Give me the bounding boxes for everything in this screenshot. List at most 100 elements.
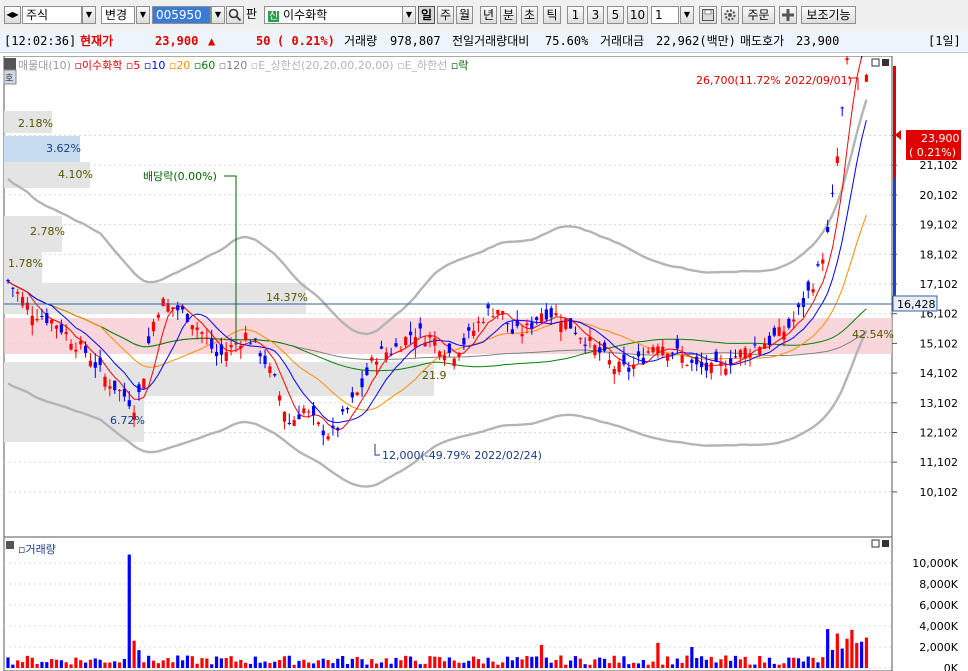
volume-bar xyxy=(457,662,461,668)
minute-3-button[interactable]: 3 xyxy=(587,6,604,24)
period-day-button[interactable]: 일 xyxy=(418,6,435,24)
candle-body xyxy=(282,411,287,422)
volume-bar xyxy=(777,664,781,668)
candle-body xyxy=(782,331,786,340)
candle-body xyxy=(593,345,597,356)
candle-body xyxy=(709,362,713,373)
volume-bar xyxy=(636,663,641,668)
volume-label: 거래량 xyxy=(344,34,378,48)
volume-bar xyxy=(467,660,471,668)
order-button[interactable]: 주문 xyxy=(742,6,775,24)
chart-area[interactable]: 2.18% 3.62% 4.10% 2.78% 1.78% 14.37% 21.… xyxy=(0,56,968,671)
candle-body xyxy=(399,350,403,352)
ask-value: 23,900 xyxy=(796,34,840,48)
volume-bar xyxy=(229,656,233,668)
candle-body xyxy=(108,386,112,389)
panel-maximize-button[interactable] xyxy=(882,59,889,66)
search-button[interactable] xyxy=(226,6,244,24)
volume-bar xyxy=(181,660,185,668)
candle-body xyxy=(64,332,68,335)
period-tick-button[interactable]: 틱 xyxy=(543,6,561,24)
volume-bar xyxy=(214,656,219,668)
change-dropdown-icon[interactable]: ▼ xyxy=(136,6,150,24)
volume-bar xyxy=(767,657,772,668)
volume-bar xyxy=(714,662,718,668)
volume-bar xyxy=(166,657,170,668)
volume-bar xyxy=(525,656,529,668)
volume-bar xyxy=(297,660,301,668)
volume-bar xyxy=(680,662,684,668)
minute-10-button[interactable]: 10 xyxy=(627,6,648,24)
candle-body xyxy=(578,338,582,340)
volume-bar xyxy=(161,660,165,668)
volume-panel-maximize-button[interactable] xyxy=(882,540,889,547)
volume-bar xyxy=(535,656,539,668)
period-year-button[interactable]: 년 xyxy=(480,6,497,24)
candle-body xyxy=(326,436,330,440)
price-tick-label: 20,102 xyxy=(920,189,959,202)
candle-body xyxy=(122,388,126,397)
candle-body xyxy=(248,343,253,345)
panel-icon[interactable] xyxy=(4,58,16,70)
profile-bar xyxy=(4,111,52,133)
volume-bar xyxy=(641,660,645,668)
crosshair-button[interactable] xyxy=(779,6,797,24)
candle-body xyxy=(98,357,102,366)
volume-bar xyxy=(811,657,815,668)
stock-code-input[interactable]: 005950 xyxy=(152,6,211,24)
volume-bar xyxy=(311,663,316,668)
candle-body xyxy=(486,304,490,309)
candle-body xyxy=(467,327,471,331)
candle-body xyxy=(84,345,88,353)
profile-bar xyxy=(4,252,42,284)
candle-body xyxy=(772,327,776,336)
code-dropdown-icon[interactable]: ▼ xyxy=(211,6,225,24)
candle-body xyxy=(549,308,553,318)
period-week-button[interactable]: 주 xyxy=(437,6,454,24)
volume-bar xyxy=(622,656,626,668)
prev-ratio-value: 75.60% xyxy=(545,34,589,48)
candle-body xyxy=(787,318,791,328)
candle-body xyxy=(273,374,277,376)
period-second-button[interactable]: 초 xyxy=(521,6,538,24)
volume-bar xyxy=(850,629,854,668)
market-dropdown-icon[interactable]: ▼ xyxy=(82,6,96,24)
nav-arrows-button[interactable]: ◀▶ xyxy=(4,6,21,24)
volume-bar xyxy=(258,662,262,668)
count-input[interactable]: 1 xyxy=(651,6,679,24)
candle-body xyxy=(350,392,354,398)
candle-body xyxy=(695,356,699,365)
candle-body xyxy=(302,408,306,414)
volume-bar xyxy=(345,664,350,668)
volume-bar xyxy=(554,660,558,668)
panel-minimize-button[interactable] xyxy=(871,58,880,67)
candle-body xyxy=(30,315,34,326)
save-button[interactable] xyxy=(699,6,717,24)
volume-panel-icon[interactable] xyxy=(6,541,14,549)
minute-5-button[interactable]: 5 xyxy=(607,6,624,24)
volume-bar xyxy=(108,662,112,668)
volume-bar xyxy=(690,647,694,668)
period-minute-button[interactable]: 분 xyxy=(500,6,517,24)
stock-name-dropdown-icon[interactable]: ▼ xyxy=(402,6,416,24)
volume-panel[interactable] xyxy=(3,536,893,671)
volume-bar xyxy=(864,637,869,668)
stock-name-field[interactable]: 신 이수화학 xyxy=(264,6,414,24)
candle-body xyxy=(166,303,170,312)
volume-panel-minimize-button[interactable] xyxy=(871,539,880,548)
settings-button[interactable] xyxy=(721,6,739,24)
minute-1-button[interactable]: 1 xyxy=(567,6,584,24)
candle-body xyxy=(379,346,384,349)
market-select[interactable]: 주식 xyxy=(22,6,82,24)
period-month-button[interactable]: 월 xyxy=(456,6,473,24)
volume-bar xyxy=(442,661,447,668)
candle-body xyxy=(355,392,359,395)
candle-body xyxy=(45,313,49,324)
candle-body xyxy=(69,343,73,350)
change-select[interactable]: 변경 xyxy=(101,6,135,24)
mode-toggle[interactable] xyxy=(3,69,17,85)
ma20-line xyxy=(7,214,867,411)
aux-function-button[interactable]: 보조기능 xyxy=(801,6,856,24)
count-dropdown-icon[interactable]: ▼ xyxy=(680,6,694,24)
candle-body xyxy=(74,349,78,352)
